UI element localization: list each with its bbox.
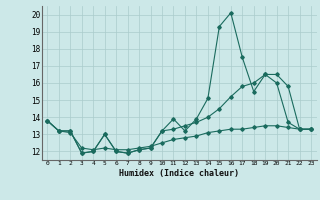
X-axis label: Humidex (Indice chaleur): Humidex (Indice chaleur) [119,169,239,178]
